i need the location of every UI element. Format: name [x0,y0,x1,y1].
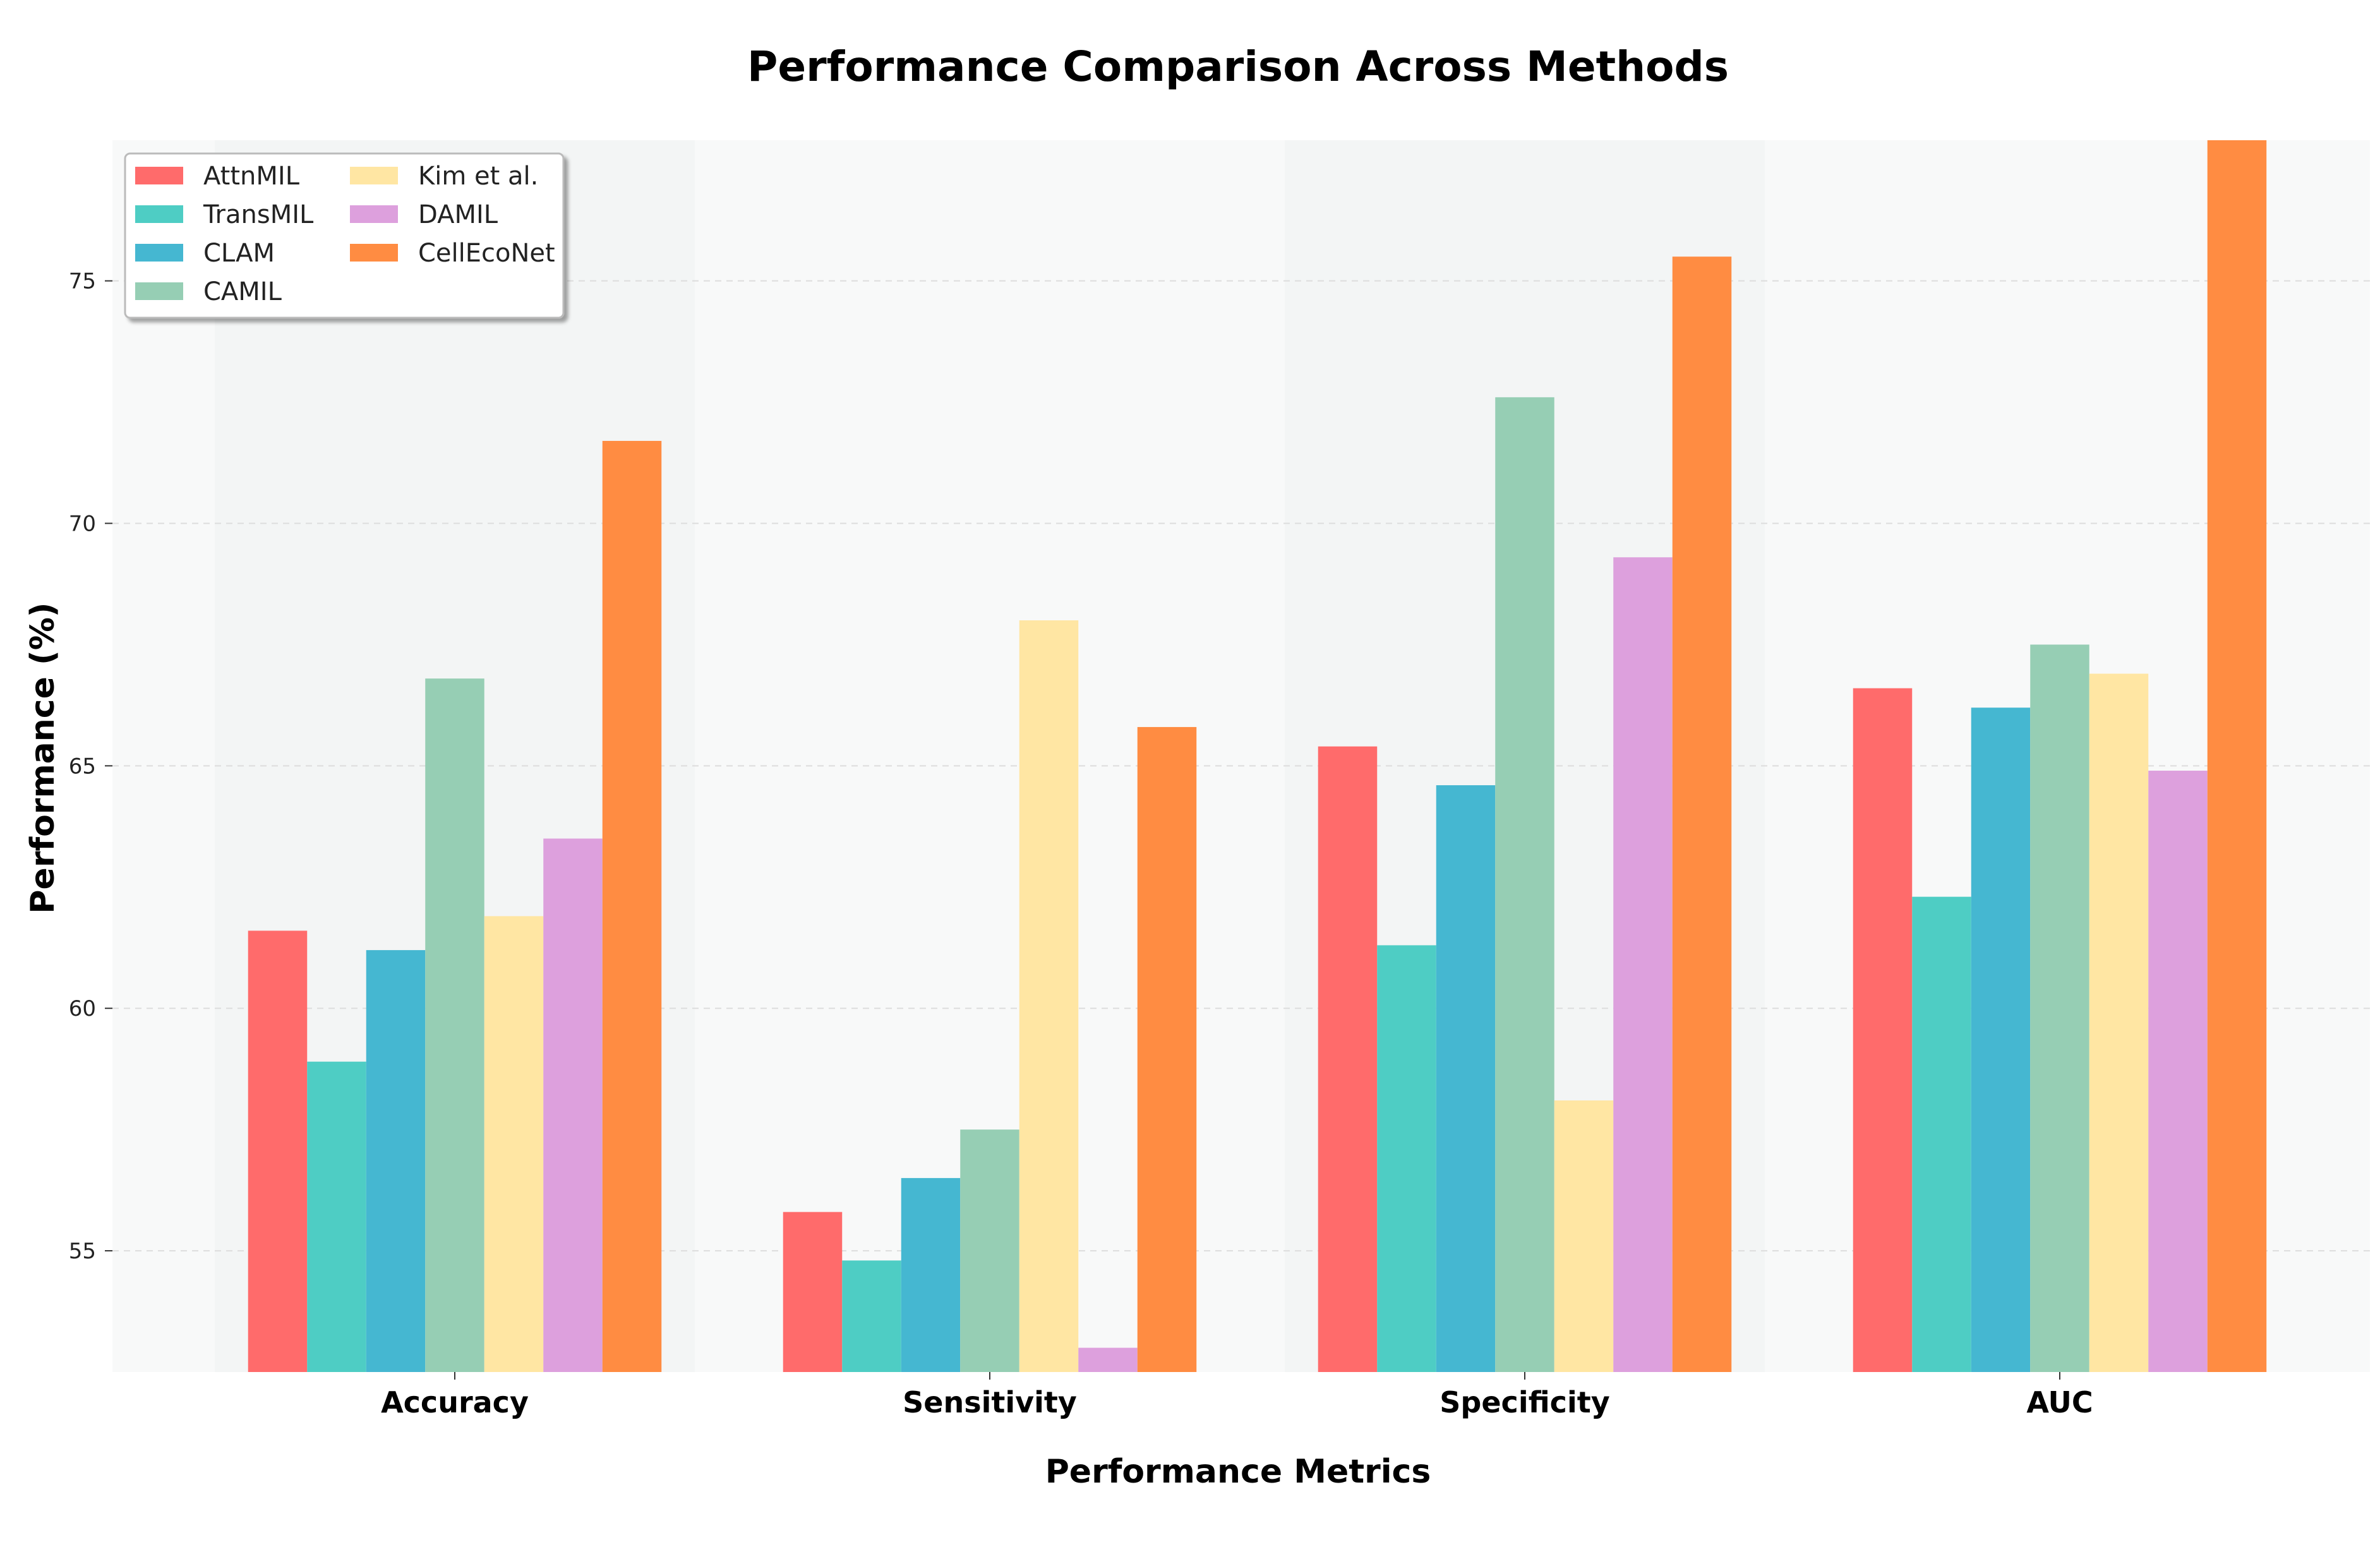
y-axis-ticks: 55 60 65 70 75 [69,269,112,1264]
legend-label: CellEcoNet [418,239,555,268]
bar-damil-accuracy [543,838,603,1372]
y-tick-label: 70 [69,511,96,536]
legend: AttnMIL TransMIL CLAM CAMIL Kim et al. DAMIL C… [124,152,565,319]
bar-celleconet-specificity [1672,256,1732,1373]
bar-clam-sensitivity [901,1177,961,1372]
bar-celleconet-auc [2207,140,2267,1372]
legend-label: DAMIL [418,200,498,229]
legend-label: CAMIL [203,277,282,306]
bar-camil-auc [2030,644,2089,1372]
legend-item: CAMIL [135,277,282,306]
bar-transmil-accuracy [307,1061,366,1372]
y-tick-label: 65 [69,754,96,779]
x-tick-label: Sensitivity [903,1385,1077,1419]
x-tick-label: Specificity [1439,1385,1609,1419]
legend-label: Kim et al. [418,162,538,191]
bar-kim-et-al-sensitivity [1019,620,1079,1373]
bar-clam-auc [1971,707,2031,1372]
bar-attnmil-accuracy [248,930,308,1372]
bar-damil-sensitivity [1078,1347,1138,1372]
legend-swatch [135,167,183,184]
legend-item: CLAM [135,239,275,268]
bar-clam-specificity [1436,785,1496,1372]
legend-swatch [135,282,183,300]
legend-label: TransMIL [203,200,314,229]
bar-camil-sensitivity [960,1129,1019,1372]
bar-transmil-auc [1912,896,1971,1372]
bar-kim-et-al-accuracy [484,916,544,1372]
bar-celleconet-sensitivity [1137,726,1197,1372]
x-tick-label: AUC [2026,1385,2093,1419]
legend-box [124,152,565,319]
bar-transmil-sensitivity [842,1260,901,1372]
bar-damil-auc [2148,771,2208,1372]
legend-label: CLAM [203,239,275,268]
legend-swatch [350,244,398,262]
bar-attnmil-sensitivity [783,1212,843,1372]
bar-celleconet-accuracy [602,440,662,1372]
x-axis-label: Performance Metrics [1045,1453,1431,1491]
bar-kim-et-al-specificity [1554,1100,1614,1372]
legend-label: AttnMIL [203,162,300,191]
chart-title: Performance Comparison Across Methods [747,42,1729,91]
bar-attnmil-auc [1853,688,1913,1372]
bar-camil-specificity [1495,397,1554,1372]
legend-item: CellEcoNet [350,239,555,268]
bar-damil-specificity [1613,557,1673,1372]
legend-swatch [135,205,183,223]
legend-item: DAMIL [350,200,498,229]
legend-swatch [350,167,398,184]
bar-kim-et-al-auc [2089,673,2149,1372]
bars [248,140,2267,1373]
legend-item: Kim et al. [350,162,538,191]
y-tick-label: 55 [69,1239,96,1264]
x-axis-ticks: Accuracy Sensitivity Specificity AUC [381,1372,2093,1419]
legend-swatch [135,244,183,262]
y-tick-label: 60 [69,996,96,1021]
legend-swatch [350,205,398,223]
bar-camil-accuracy [425,678,484,1372]
y-tick-label: 75 [69,269,96,294]
legend-item: TransMIL [135,200,314,229]
y-axis-label: Performance (%) [24,602,62,913]
legend-item: AttnMIL [135,162,300,191]
bar-attnmil-specificity [1318,746,1378,1372]
bar-clam-accuracy [366,950,426,1372]
x-tick-label: Accuracy [381,1385,529,1419]
bar-transmil-specificity [1377,945,1436,1372]
